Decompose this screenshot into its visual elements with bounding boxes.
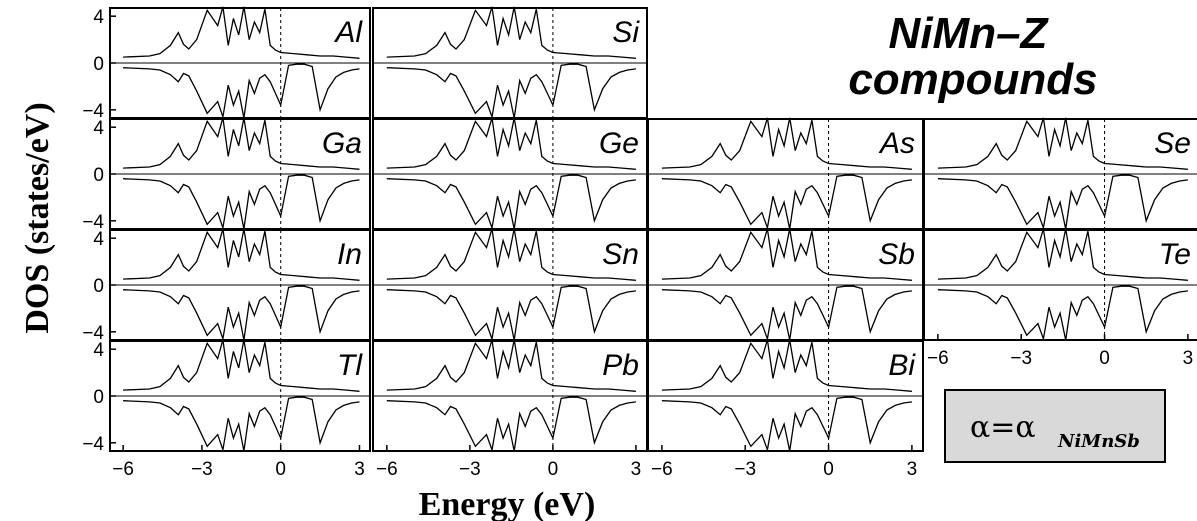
spin-up-dos-line bbox=[386, 339, 636, 392]
annotation-main-text: α=α bbox=[970, 410, 1036, 445]
y-tick-label: 4 bbox=[93, 118, 104, 139]
panel-label: Pb bbox=[602, 349, 639, 382]
panel-label: Ge bbox=[599, 127, 639, 160]
alpha-annotation: α=α NiMnSb bbox=[944, 389, 1166, 463]
spin-up-dos-line bbox=[661, 339, 912, 392]
spin-up-dos-line bbox=[386, 117, 636, 170]
y-tick-label: 4 bbox=[93, 229, 104, 250]
panel-in: In 4 0 −4 bbox=[82, 228, 371, 344]
spin-down-dos-line bbox=[937, 174, 1188, 231]
spin-up-dos-line bbox=[123, 228, 360, 281]
x-tick-label: −6 bbox=[927, 348, 949, 369]
panel-label: Bi bbox=[888, 349, 916, 382]
y-tick-label: −4 bbox=[82, 434, 104, 455]
panel-sb: Sb bbox=[647, 228, 924, 342]
spin-up-dos-line bbox=[937, 117, 1188, 170]
spin-down-dos-line bbox=[386, 63, 636, 120]
panel-label: Ga bbox=[322, 127, 362, 160]
panel-label: Si bbox=[612, 16, 640, 49]
spin-up-dos-line bbox=[937, 228, 1188, 281]
y-tick-label: 0 bbox=[93, 54, 104, 75]
annotation-box bbox=[944, 389, 1166, 463]
panel-si: Si bbox=[372, 6, 648, 120]
x-tick-label: −3 bbox=[191, 459, 213, 480]
panel-label: As bbox=[878, 127, 915, 160]
x-tick-label: 0 bbox=[1099, 348, 1110, 369]
spin-down-dos-line bbox=[386, 285, 636, 342]
spin-down-dos-line bbox=[386, 174, 636, 231]
spin-up-dos-line bbox=[386, 6, 636, 59]
spin-down-dos-line bbox=[123, 63, 360, 119]
y-axis-title: DOS (states/eV) bbox=[19, 102, 56, 333]
panel-al: Al 4 0 −4 bbox=[82, 6, 371, 122]
x-tick-label: −3 bbox=[734, 459, 756, 480]
panel-as: As bbox=[647, 117, 924, 231]
y-tick-label: −4 bbox=[82, 101, 104, 122]
panel-label: Te bbox=[1159, 238, 1191, 271]
spin-down-dos-line bbox=[123, 396, 360, 452]
x-tick-label: −6 bbox=[376, 459, 398, 480]
x-tick-label: 0 bbox=[275, 459, 286, 480]
spin-up-dos-line bbox=[123, 117, 360, 170]
spin-down-dos-line bbox=[661, 396, 912, 453]
x-axis-title: Energy (eV) bbox=[419, 486, 596, 521]
spin-down-dos-line bbox=[123, 174, 360, 230]
panel-se: Se bbox=[923, 117, 1197, 231]
y-tick-label: 4 bbox=[93, 340, 104, 361]
panel-ge: Ge bbox=[372, 117, 648, 231]
x-tick-label: −3 bbox=[1010, 348, 1032, 369]
spin-up-dos-line bbox=[661, 228, 912, 281]
panel-ga: Ga 4 0 −4 bbox=[82, 117, 371, 233]
x-tick-label: 3 bbox=[907, 459, 918, 480]
y-axis-title-group: DOS (states/eV) bbox=[19, 102, 56, 333]
spin-down-dos-line bbox=[386, 396, 636, 453]
spin-down-dos-line bbox=[661, 174, 912, 231]
x-tick-label: 0 bbox=[823, 459, 834, 480]
y-tick-label: −4 bbox=[82, 323, 104, 344]
x-tick-label: 3 bbox=[631, 459, 642, 480]
panel-label: In bbox=[337, 238, 362, 271]
spin-down-dos-line bbox=[123, 285, 360, 341]
chart-title-line-2: compounds bbox=[848, 55, 1097, 104]
panel-te: Te −6 −3 0 3 bbox=[923, 228, 1197, 369]
y-tick-label: 0 bbox=[93, 165, 104, 186]
panel-label: Sn bbox=[602, 238, 639, 271]
panel-tl: Tl 4 0 −4 −6 −3 0 3 bbox=[82, 339, 371, 480]
panel-sn: Sn bbox=[372, 228, 648, 342]
panel-label: Sb bbox=[878, 238, 915, 271]
x-tick-label: 0 bbox=[548, 459, 559, 480]
panel-bi: Bi −6 −3 0 3 bbox=[647, 339, 924, 480]
x-tick-label: −6 bbox=[112, 459, 134, 480]
spin-up-dos-line bbox=[386, 228, 636, 281]
spin-up-dos-line bbox=[123, 339, 360, 392]
spin-down-dos-line bbox=[661, 285, 912, 342]
x-tick-label: 3 bbox=[354, 459, 365, 480]
panel-label: Tl bbox=[337, 349, 363, 382]
y-tick-label: 0 bbox=[93, 276, 104, 297]
y-tick-label: 4 bbox=[93, 7, 104, 28]
panel-pb: Pb −6 −3 0 3 bbox=[372, 339, 648, 480]
x-tick-label: −3 bbox=[459, 459, 481, 480]
chart-title-line-1: NiMn–Z bbox=[889, 9, 1050, 58]
x-tick-label: −6 bbox=[651, 459, 673, 480]
y-tick-label: −4 bbox=[82, 212, 104, 233]
spin-up-dos-line bbox=[661, 117, 912, 170]
y-tick-label: 0 bbox=[93, 387, 104, 408]
spin-up-dos-line bbox=[123, 6, 360, 59]
spin-down-dos-line bbox=[937, 285, 1188, 342]
x-tick-label: 3 bbox=[1183, 348, 1194, 369]
panel-label: Se bbox=[1154, 127, 1191, 160]
annotation-subscript: NiMnSb bbox=[1057, 431, 1140, 452]
panel-label: Al bbox=[333, 16, 363, 49]
